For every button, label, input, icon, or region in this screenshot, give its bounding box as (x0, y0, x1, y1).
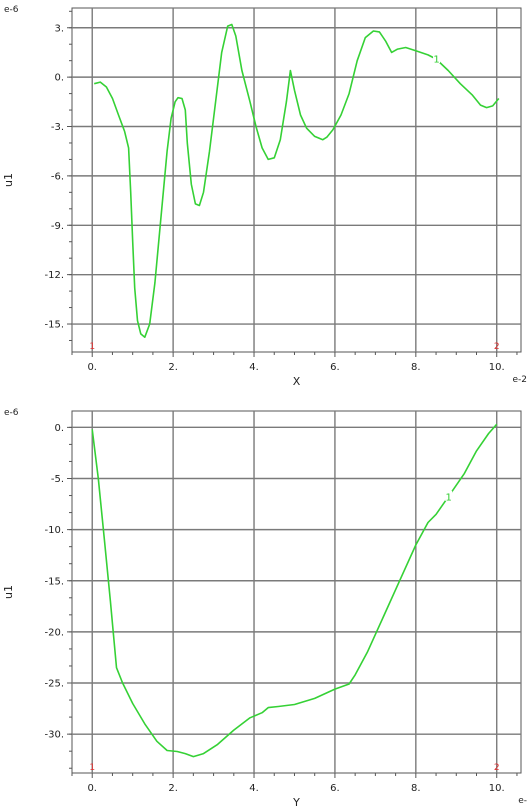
y-exponent-label: e-6 (4, 408, 19, 418)
y-tick-label: -9. (51, 221, 64, 232)
x-tick-label: 8. (411, 362, 421, 373)
x-exponent-label: e- (518, 796, 527, 806)
y-tick-label: -5. (51, 474, 64, 485)
y-tick-label: -15. (44, 576, 64, 587)
x-tick-label: 6. (330, 783, 340, 794)
curve-label: 1 (446, 492, 452, 503)
x-tick-label: 10. (489, 783, 505, 794)
y-tick-label: 0. (54, 423, 64, 434)
plot-frame (71, 410, 522, 774)
y-tick-label: -25. (44, 679, 64, 690)
y-tick-label: 0. (54, 73, 64, 84)
y-tick-label: -30. (44, 730, 64, 741)
series-line (91, 423, 498, 758)
curve-label-bg (433, 53, 441, 64)
x-tick-label: 8. (411, 783, 421, 794)
y-axis-label: u1 (2, 173, 15, 187)
endpoint-marker: 1 (89, 342, 95, 352)
y-tick-label: -6. (51, 171, 64, 182)
bottom-line-chart: 0. 2. 4. 6. 8. 10. 0. -5. -10. -15. -20. -25. -30. e-… (2, 408, 527, 809)
y-tick-label: -3. (51, 122, 64, 133)
x-tick-label: 0. (87, 362, 97, 373)
y-tick-label: -20. (44, 627, 64, 638)
x-tick-label: 0. (87, 783, 97, 794)
series-line (93, 23, 500, 338)
x-tick-label: 2. (168, 783, 178, 794)
curve-label-bg (445, 490, 453, 501)
x-tick-label: 6. (330, 362, 340, 373)
y-exponent-label: e-6 (4, 5, 19, 15)
y-tick-label: -15. (44, 320, 64, 331)
x-tick-label: 10. (489, 362, 505, 373)
endpoint-marker: 2 (494, 342, 500, 352)
y-tick-label: -12. (44, 270, 64, 281)
x-axis-label: Y (292, 796, 300, 809)
x-tick-label: 4. (249, 783, 259, 794)
endpoint-marker: 2 (494, 763, 500, 773)
x-tick-label: 2. (168, 362, 178, 373)
x-exponent-label: e-2 (512, 375, 527, 385)
y-tick-label: -10. (44, 525, 64, 536)
y-axis-label: u1 (2, 585, 15, 599)
curve-label: 1 (433, 55, 439, 66)
plot-frame (71, 7, 522, 353)
x-axis-label: X (293, 375, 301, 388)
x-tick-label: 4. (249, 362, 259, 373)
top-line-chart: 0. 2. 4. 6. 8. 10. 3. 0. -3. -6. -9. -12. -15. e-6 e-2… (2, 5, 527, 388)
endpoint-marker: 1 (89, 763, 95, 773)
y-tick-label: 3. (54, 23, 64, 34)
